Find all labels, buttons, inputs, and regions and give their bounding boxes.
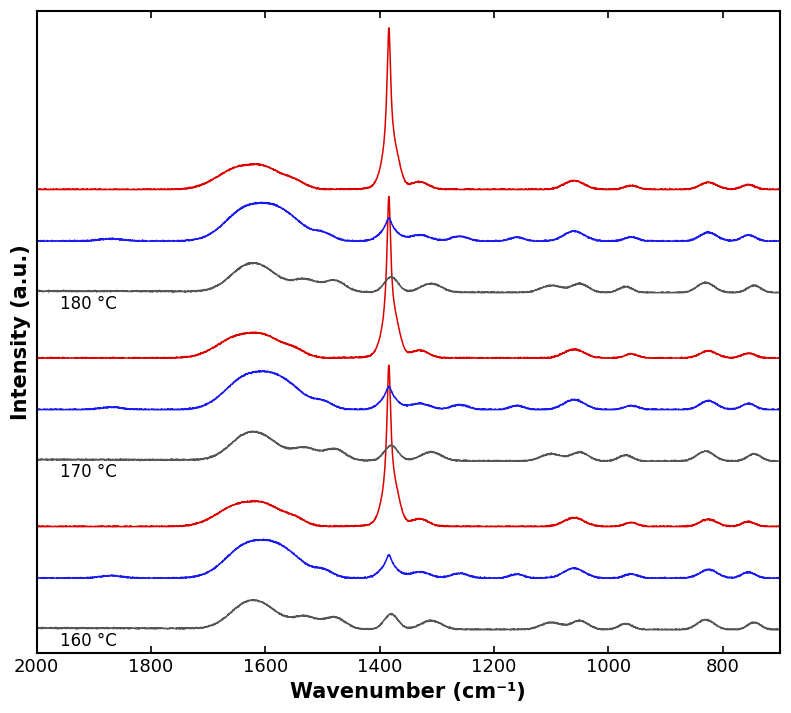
Text: 160 °C: 160 °C	[59, 632, 116, 650]
Y-axis label: Intensity (a.u.): Intensity (a.u.)	[11, 245, 31, 420]
Text: 170 °C: 170 °C	[59, 463, 116, 481]
Text: 180 °C: 180 °C	[59, 294, 116, 312]
X-axis label: Wavenumber (cm⁻¹): Wavenumber (cm⁻¹)	[290, 682, 526, 702]
